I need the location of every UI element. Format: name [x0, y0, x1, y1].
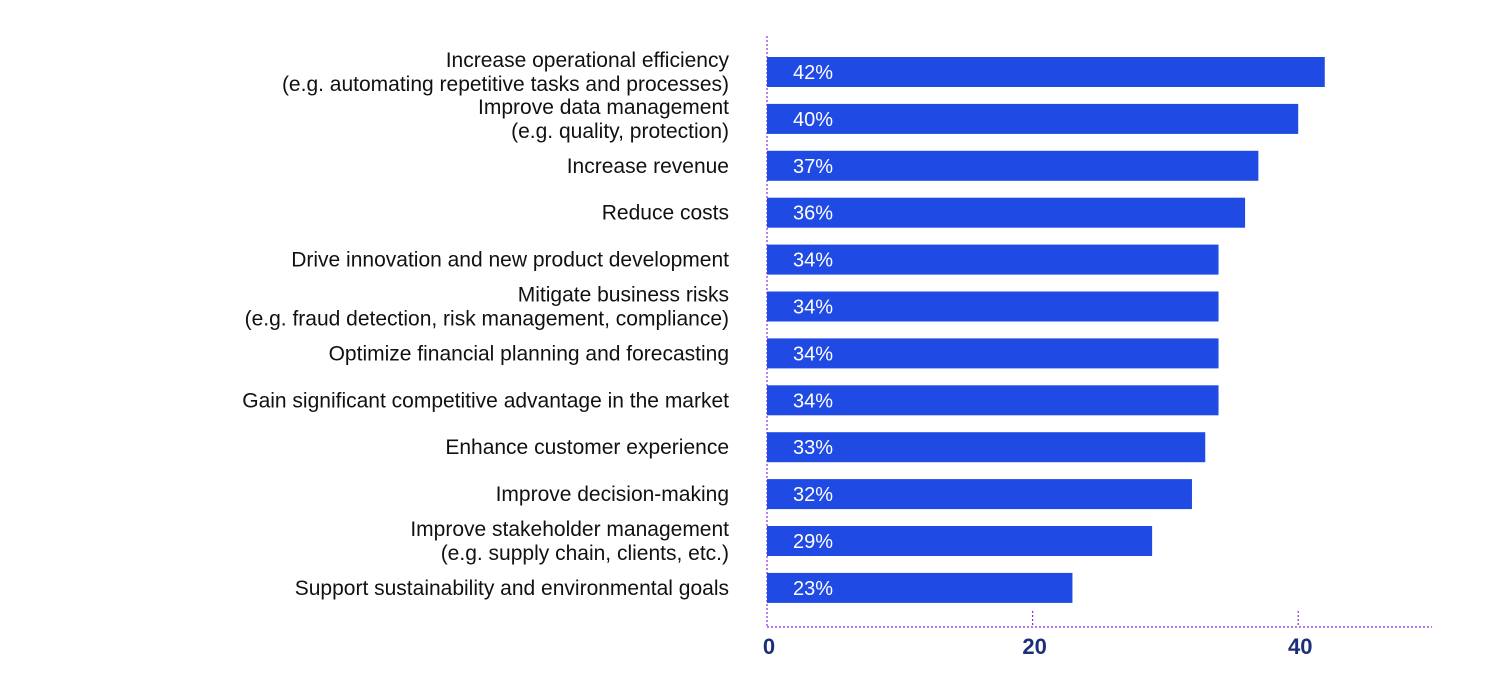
category-label-line: Increase revenue: [567, 155, 729, 178]
category-label: Improve stakeholder management (e.g. supp…: [410, 518, 729, 565]
bar-value-label: 34%: [793, 390, 833, 412]
category-label: Mitigate business risks (e.g. fraud detec…: [245, 284, 729, 331]
category-label-line: (e.g. automating repetitive tasks and pr…: [282, 73, 729, 96]
bar-value-label: 34%: [793, 343, 833, 365]
category-label-line: Improve stakeholder management: [410, 518, 729, 541]
category-label-line: Reduce costs: [602, 202, 729, 225]
x-tick-label: 0: [763, 634, 775, 659]
x-tick-label: 40: [1288, 634, 1312, 659]
bar-value-label: 37%: [793, 156, 833, 178]
bar-value-label: 23%: [793, 578, 833, 600]
bar: [767, 526, 1153, 556]
category-label-line: Gain significant competitive advantage i…: [242, 389, 729, 412]
bar-value-label: 29%: [793, 531, 833, 553]
category-label-line: (e.g. quality, protection): [511, 120, 729, 143]
bar: [767, 572, 1073, 603]
category-labels: Increase operational efficiency (e.g. aut…: [242, 49, 729, 600]
category-label: Enhance customer experience: [445, 436, 729, 459]
bar-value-label: 34%: [793, 250, 833, 272]
x-tick-label: 20: [1022, 634, 1046, 659]
category-label-line: Improve decision-making: [496, 483, 729, 506]
bar-value-label: 33%: [793, 437, 833, 459]
bar-value-label: 42%: [793, 62, 833, 84]
category-label-line: Increase operational efficiency: [446, 49, 730, 72]
bar: [767, 197, 1246, 228]
bar: [767, 479, 1192, 510]
category-label: Improve data management (e.g. quality, pr…: [478, 96, 729, 143]
category-label-line: Drive innovation and new product develop…: [291, 249, 729, 272]
bar: [767, 338, 1219, 369]
bar: [767, 103, 1299, 134]
category-label-line: Mitigate business risks: [518, 284, 729, 307]
category-label: Gain significant competitive advantage i…: [242, 389, 729, 412]
bar-value-label: 34%: [793, 297, 833, 319]
bar: [767, 244, 1219, 275]
x-tick-labels: 0 20 40: [763, 634, 1313, 659]
bar: [767, 150, 1259, 181]
category-label-line: (e.g. fraud detection, risk management, …: [245, 308, 729, 331]
category-label: Increase operational efficiency (e.g. aut…: [282, 49, 730, 96]
chart-bars: 42% 40% 37% 36% 34% 34% 34% 34% 33% 32% 29% 23%: [767, 57, 1325, 603]
category-label: Increase revenue: [567, 155, 729, 178]
bar: [767, 291, 1219, 322]
bar: [767, 57, 1325, 87]
category-label-line: Support sustainability and environmental…: [295, 577, 729, 600]
bar-value-label: 36%: [793, 203, 833, 225]
category-label: Reduce costs: [602, 202, 729, 225]
category-label: Optimize financial planning and forecast…: [329, 342, 729, 365]
category-label-line: Optimize financial planning and forecast…: [329, 342, 729, 365]
category-label: Drive innovation and new product develop…: [291, 249, 729, 272]
bar: [767, 385, 1219, 416]
category-label-line: Enhance customer experience: [445, 436, 729, 459]
bar: [767, 432, 1206, 463]
category-label: Improve decision-making: [496, 483, 729, 506]
category-label-line: (e.g. supply chain, clients, etc.): [441, 542, 729, 565]
category-label: Support sustainability and environmental…: [295, 577, 729, 600]
bar-value-label: 40%: [793, 109, 833, 131]
category-label-line: Improve data management: [478, 96, 729, 119]
bar-value-label: 32%: [793, 484, 833, 506]
